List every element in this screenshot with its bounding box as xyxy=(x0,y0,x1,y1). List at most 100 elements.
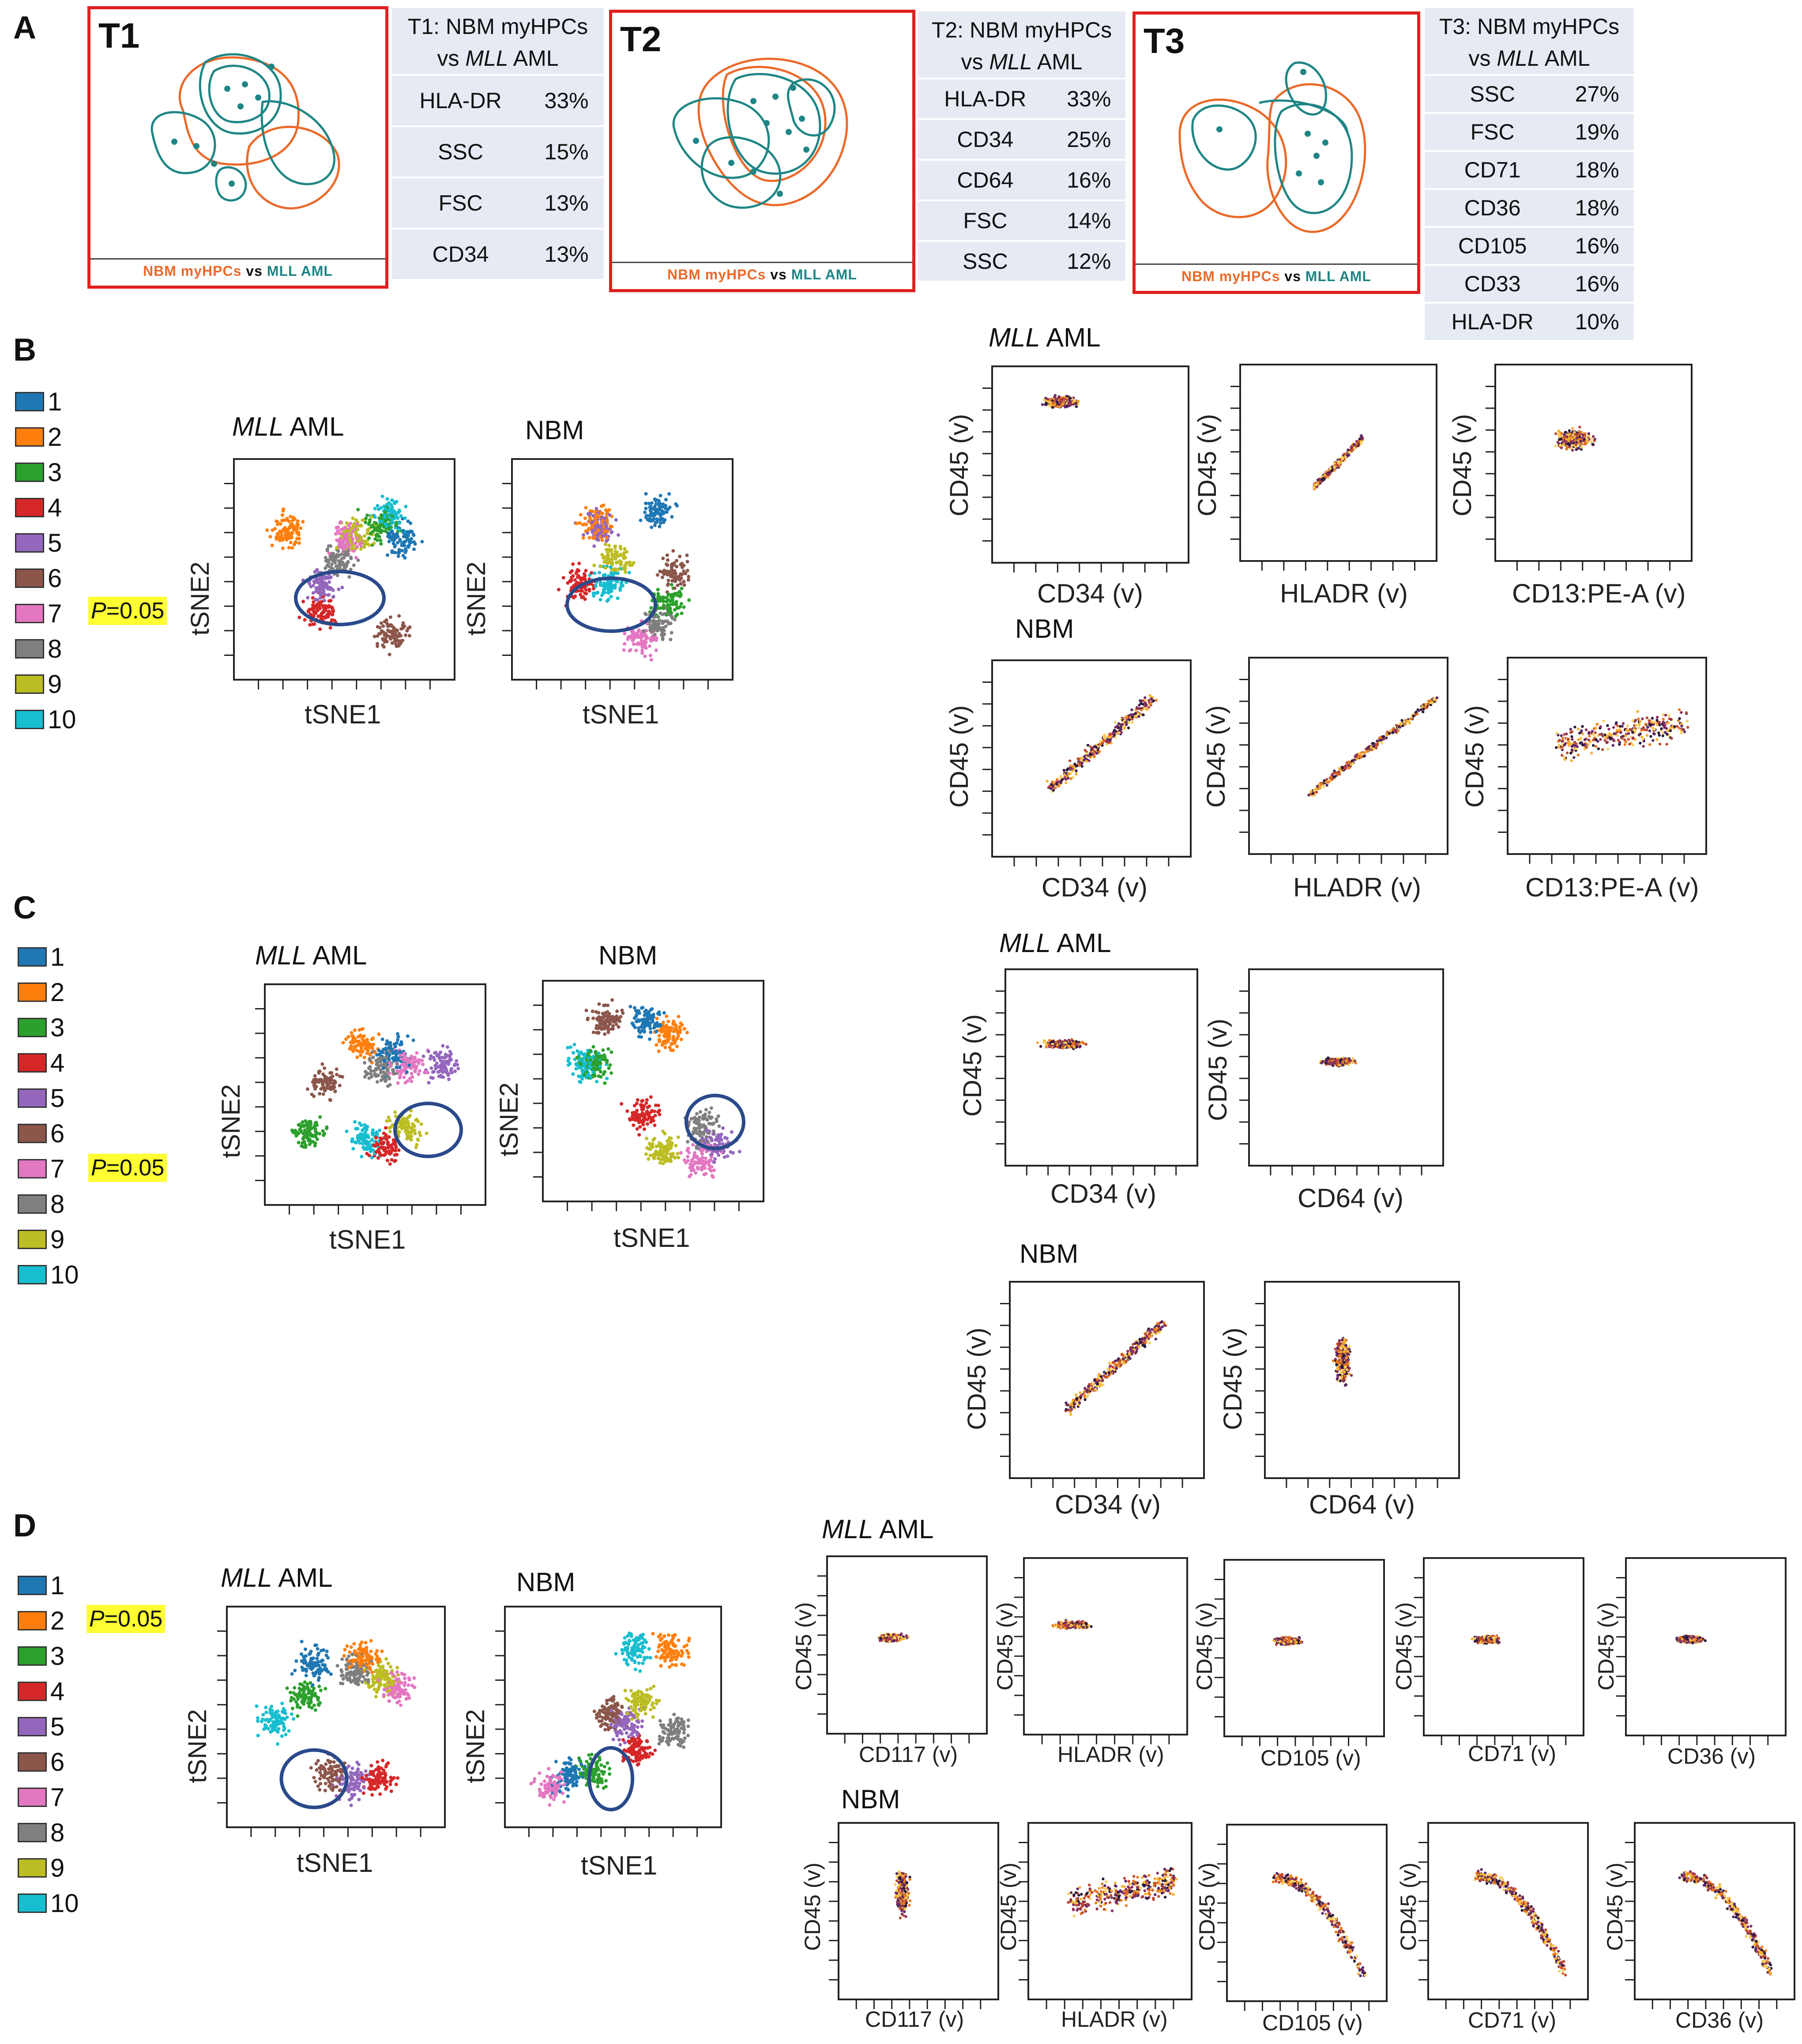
flow-events xyxy=(1064,1320,1168,1416)
flow-events xyxy=(1307,696,1439,797)
legend-c: 1 2 3 4 5 6 7 8 9 10 xyxy=(18,939,79,1292)
d-tsne-aml-title-i: MLL xyxy=(221,1563,272,1592)
c-aml-y2: CD45 (v) xyxy=(1204,1018,1232,1121)
t3-caption-nbm: NBM myHPCs xyxy=(1181,268,1280,284)
d-tsne-aml-title-r: AML xyxy=(272,1563,333,1592)
d-nbm-x3: CD105 (v) xyxy=(1262,2010,1363,2035)
t3-contour-box: T3 NBM myHPCs vs MLL AML xyxy=(1132,11,1420,294)
legend-label: 1 xyxy=(50,1571,65,1600)
t3-title-aml: AML xyxy=(1539,46,1590,71)
t2-row: SSC 12% xyxy=(918,240,1125,281)
t1-caption-nbm: NBM myHPCs xyxy=(143,263,242,279)
legend-item: 4 xyxy=(18,1045,79,1080)
legend-swatch xyxy=(15,427,44,447)
marker-cell: CD71 xyxy=(1425,150,1561,189)
c-nbm-x1: CD34 (v) xyxy=(1055,1490,1161,1519)
legend-label: 5 xyxy=(48,528,62,557)
b-tsne-aml-xlabel: tSNE1 xyxy=(305,700,381,729)
d-nbm-y1: CD45 (v) xyxy=(800,1862,825,1951)
legend-item: 5 xyxy=(15,525,76,561)
t2-caption-nbm: NBM myHPCs xyxy=(667,267,766,282)
legend-label: 8 xyxy=(48,634,62,663)
plot-frame xyxy=(991,659,1192,858)
axis-ticks xyxy=(817,1575,970,1743)
marker-cell: CD34 xyxy=(392,228,530,279)
d-nbm-cd117-plot xyxy=(829,1822,999,2009)
percent-cell: 27% xyxy=(1560,74,1634,113)
flow-events xyxy=(1678,1870,1773,1976)
marker-cell: FSC xyxy=(1425,112,1561,151)
d-tsne-aml-xlabel: tSNE1 xyxy=(297,1848,373,1878)
pvalue-c-eq: =0.05 xyxy=(106,1155,165,1181)
legend-swatch xyxy=(18,1088,47,1108)
t2-table: T2: NBM myHPCs vs MLL AML HLA-DR 33% CD34 2… xyxy=(918,11,1125,281)
legend-swatch xyxy=(15,533,44,553)
t2-row: CD34 25% xyxy=(918,118,1125,160)
c-tsne-aml-title-r: AML xyxy=(306,941,367,970)
legend-item: 3 xyxy=(18,1010,79,1045)
c-nbm-x2: CD64 (v) xyxy=(1309,1490,1415,1519)
axis-ticks xyxy=(1239,678,1426,864)
axis-ticks xyxy=(1625,1841,1778,2009)
d-aml-cd36-plot xyxy=(1616,1557,1787,1745)
legend-swatch xyxy=(18,1858,47,1878)
axis-ticks xyxy=(829,1841,982,2009)
legend-label: 6 xyxy=(50,1119,65,1148)
flow-events xyxy=(1067,1867,1178,1918)
plot-frame xyxy=(1634,1822,1795,2000)
flow-events xyxy=(1675,1634,1707,1645)
d-aml-y5: CD45 (v) xyxy=(1594,1602,1618,1690)
t3-row: SSC 27% xyxy=(1425,74,1634,113)
d-aml-y1: CD45 (v) xyxy=(791,1602,816,1690)
legend-swatch xyxy=(18,1646,47,1666)
c-tsne-aml-ylabel: tSNE2 xyxy=(217,1084,245,1158)
marker-cell: HLA-DR xyxy=(1425,302,1561,340)
percent-cell: 14% xyxy=(1052,200,1125,241)
marker-cell: CD105 xyxy=(1425,226,1561,265)
d-nbm-cd36-plot xyxy=(1625,1822,1795,2009)
axis-ticks xyxy=(1014,1577,1170,1744)
pvalue-b: P=0.05 xyxy=(88,597,167,625)
plot-frame xyxy=(1423,1557,1584,1736)
legend-item: 1 xyxy=(18,939,79,975)
t2-row: HLA-DR 33% xyxy=(918,78,1125,119)
c-aml-x2: CD64 (v) xyxy=(1298,1183,1404,1213)
t1-title-aml: AML xyxy=(508,46,559,71)
legend-swatch xyxy=(18,947,47,967)
pvalue-c-p: P xyxy=(91,1155,106,1181)
legend-swatch xyxy=(15,639,44,659)
b-flow-aml-title-r: AML xyxy=(1040,323,1101,352)
b-nbm-y2: CD45 (v) xyxy=(1202,705,1230,808)
percent-cell: 18% xyxy=(1560,188,1634,227)
d-aml-y3: CD45 (v) xyxy=(1192,1602,1217,1690)
c-tsne-aml-title-i: MLL xyxy=(255,941,307,970)
legend-swatch xyxy=(18,1053,47,1073)
flow-events xyxy=(878,1632,910,1644)
t2-title-aml: AML xyxy=(1032,49,1083,74)
marker-cell: SSC xyxy=(392,125,530,177)
t1-label: T1 xyxy=(98,16,140,55)
c-flow-aml-title: MLL AML xyxy=(999,928,1111,958)
legend-label: 4 xyxy=(50,1677,65,1706)
d-aml-y2: CD45 (v) xyxy=(993,1602,1017,1690)
percent-cell: 18% xyxy=(1560,150,1634,189)
c-tsne-nbm-ylabel: tSNE2 xyxy=(495,1082,523,1156)
pvalue-b-p: P xyxy=(91,598,106,624)
highlight-ellipse xyxy=(294,570,386,626)
plot-frame xyxy=(1494,364,1693,562)
t2-caption-vs: vs xyxy=(766,267,791,282)
b-nbm-y1: CD45 (v) xyxy=(945,705,974,808)
panel-letter-d: D xyxy=(13,1508,36,1543)
c-tsne-aml-plot xyxy=(255,983,486,1215)
legend-item: 10 xyxy=(15,702,76,737)
legend-swatch xyxy=(18,982,47,1002)
marker-cell: FSC xyxy=(392,177,530,229)
d-tsne-nbm-ylabel: tSNE2 xyxy=(461,1709,490,1783)
legend-item: 4 xyxy=(18,1674,79,1709)
percent-cell: 12% xyxy=(1052,240,1125,281)
highlight-ellipse xyxy=(393,1102,463,1158)
legend-item: 8 xyxy=(18,1815,79,1850)
d-aml-hladr-plot xyxy=(1014,1557,1188,1744)
percent-cell: 33% xyxy=(529,74,604,126)
t1-row: SSC 15% xyxy=(392,125,604,177)
